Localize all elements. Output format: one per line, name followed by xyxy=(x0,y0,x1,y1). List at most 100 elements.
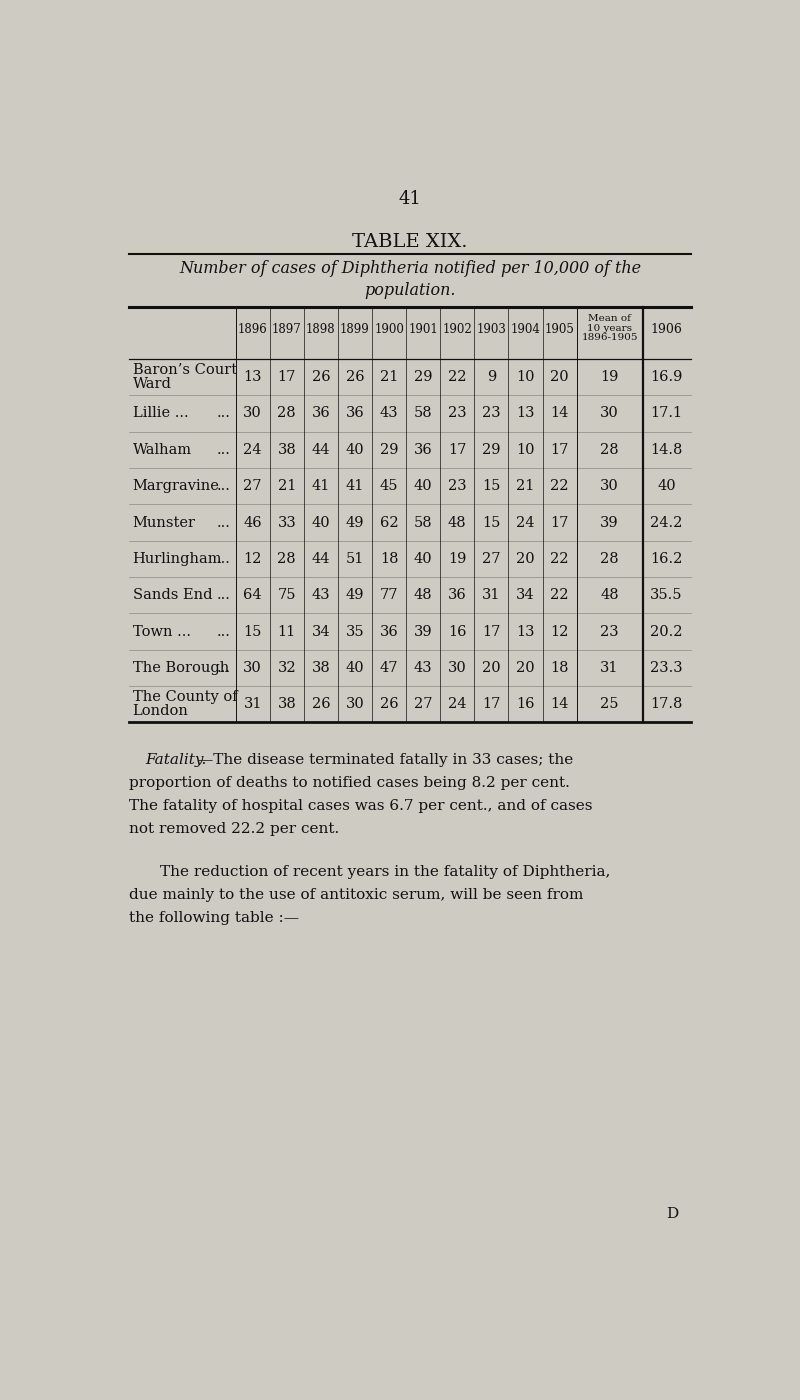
Text: 26: 26 xyxy=(311,697,330,711)
Text: TABLE XIX.: TABLE XIX. xyxy=(352,234,468,252)
Text: 19: 19 xyxy=(600,370,618,384)
Text: 28: 28 xyxy=(278,552,296,566)
Text: 11: 11 xyxy=(278,624,296,638)
Text: The fatality of hospital cases was 6.7 per cent., and of cases: The fatality of hospital cases was 6.7 p… xyxy=(130,799,593,813)
Text: 38: 38 xyxy=(278,442,296,456)
Text: 27: 27 xyxy=(482,552,501,566)
Text: 39: 39 xyxy=(600,515,619,529)
Text: 40: 40 xyxy=(658,479,676,493)
Text: 1902: 1902 xyxy=(442,323,472,336)
Text: 29: 29 xyxy=(380,442,398,456)
Text: 41: 41 xyxy=(312,479,330,493)
Text: 14.8: 14.8 xyxy=(650,442,682,456)
Text: 13: 13 xyxy=(243,370,262,384)
Text: 35.5: 35.5 xyxy=(650,588,682,602)
Text: The reduction of recent years in the fatality of Diphtheria,: The reduction of recent years in the fat… xyxy=(161,865,611,879)
Text: 28: 28 xyxy=(278,406,296,420)
Text: —The disease terminated fatally in 33 cases; the: —The disease terminated fatally in 33 ca… xyxy=(198,753,573,767)
Text: 10 years: 10 years xyxy=(587,323,632,333)
Text: 21: 21 xyxy=(516,479,534,493)
Text: 44: 44 xyxy=(312,442,330,456)
Text: 30: 30 xyxy=(243,661,262,675)
Text: 1897: 1897 xyxy=(272,323,302,336)
Text: 40: 40 xyxy=(346,442,364,456)
Text: 30: 30 xyxy=(346,697,364,711)
Text: 10: 10 xyxy=(516,442,534,456)
Text: 29: 29 xyxy=(414,370,433,384)
Text: 23.3: 23.3 xyxy=(650,661,683,675)
Text: 34: 34 xyxy=(516,588,534,602)
Text: Mean of: Mean of xyxy=(588,314,631,323)
Text: 46: 46 xyxy=(243,515,262,529)
Text: 17: 17 xyxy=(550,442,569,456)
Text: ...: ... xyxy=(217,552,231,566)
Text: 13: 13 xyxy=(516,624,534,638)
Text: Town ...: Town ... xyxy=(133,624,190,638)
Text: 33: 33 xyxy=(278,515,296,529)
Text: 26: 26 xyxy=(380,697,398,711)
Text: 16.9: 16.9 xyxy=(650,370,682,384)
Text: 22: 22 xyxy=(550,479,569,493)
Text: 23: 23 xyxy=(600,624,619,638)
Text: 31: 31 xyxy=(243,697,262,711)
Text: 14: 14 xyxy=(550,406,569,420)
Text: 36: 36 xyxy=(448,588,466,602)
Text: 40: 40 xyxy=(346,661,364,675)
Text: 17: 17 xyxy=(482,697,501,711)
Text: 27: 27 xyxy=(243,479,262,493)
Text: 1900: 1900 xyxy=(374,323,404,336)
Text: ...: ... xyxy=(217,588,231,602)
Text: 48: 48 xyxy=(600,588,619,602)
Text: 22: 22 xyxy=(550,552,569,566)
Text: 26: 26 xyxy=(311,370,330,384)
Text: 24.2: 24.2 xyxy=(650,515,682,529)
Text: 1896: 1896 xyxy=(238,323,267,336)
Text: 18: 18 xyxy=(550,661,569,675)
Text: 38: 38 xyxy=(311,661,330,675)
Text: 36: 36 xyxy=(311,406,330,420)
Text: 14: 14 xyxy=(550,697,569,711)
Text: 43: 43 xyxy=(380,406,398,420)
Text: 9: 9 xyxy=(486,370,496,384)
Text: 16: 16 xyxy=(516,697,534,711)
Text: 20: 20 xyxy=(516,552,534,566)
Text: 40: 40 xyxy=(414,552,433,566)
Text: 29: 29 xyxy=(482,442,501,456)
Text: 20.2: 20.2 xyxy=(650,624,682,638)
Text: Ward: Ward xyxy=(133,377,171,391)
Text: ...: ... xyxy=(217,515,231,529)
Text: 43: 43 xyxy=(414,661,433,675)
Text: 1904: 1904 xyxy=(510,323,541,336)
Text: 17.8: 17.8 xyxy=(650,697,682,711)
Text: 28: 28 xyxy=(600,442,619,456)
Text: 23: 23 xyxy=(448,479,466,493)
Text: 28: 28 xyxy=(600,552,619,566)
Text: 31: 31 xyxy=(482,588,501,602)
Text: ...: ... xyxy=(217,661,231,675)
Text: Margravine: Margravine xyxy=(133,479,219,493)
Text: 31: 31 xyxy=(600,661,619,675)
Text: 38: 38 xyxy=(278,697,296,711)
Text: 36: 36 xyxy=(414,442,433,456)
Text: 15: 15 xyxy=(482,479,501,493)
Text: Number of cases of Diphtheria notified per 10,000 of the: Number of cases of Diphtheria notified p… xyxy=(179,260,641,277)
Text: not removed 22.2 per cent.: not removed 22.2 per cent. xyxy=(130,823,340,836)
Text: 30: 30 xyxy=(448,661,466,675)
Text: 17: 17 xyxy=(448,442,466,456)
Text: 36: 36 xyxy=(346,406,364,420)
Text: 22: 22 xyxy=(448,370,466,384)
Text: 26: 26 xyxy=(346,370,364,384)
Text: Munster: Munster xyxy=(133,515,195,529)
Text: 58: 58 xyxy=(414,406,433,420)
Text: 1901: 1901 xyxy=(408,323,438,336)
Text: Lillie ...: Lillie ... xyxy=(133,406,188,420)
Text: Sands End: Sands End xyxy=(133,588,212,602)
Text: 47: 47 xyxy=(380,661,398,675)
Text: 20: 20 xyxy=(516,661,534,675)
Text: 1899: 1899 xyxy=(340,323,370,336)
Text: population.: population. xyxy=(364,281,456,300)
Text: 24: 24 xyxy=(516,515,534,529)
Text: ...: ... xyxy=(217,479,231,493)
Text: 24: 24 xyxy=(243,442,262,456)
Text: 15: 15 xyxy=(243,624,262,638)
